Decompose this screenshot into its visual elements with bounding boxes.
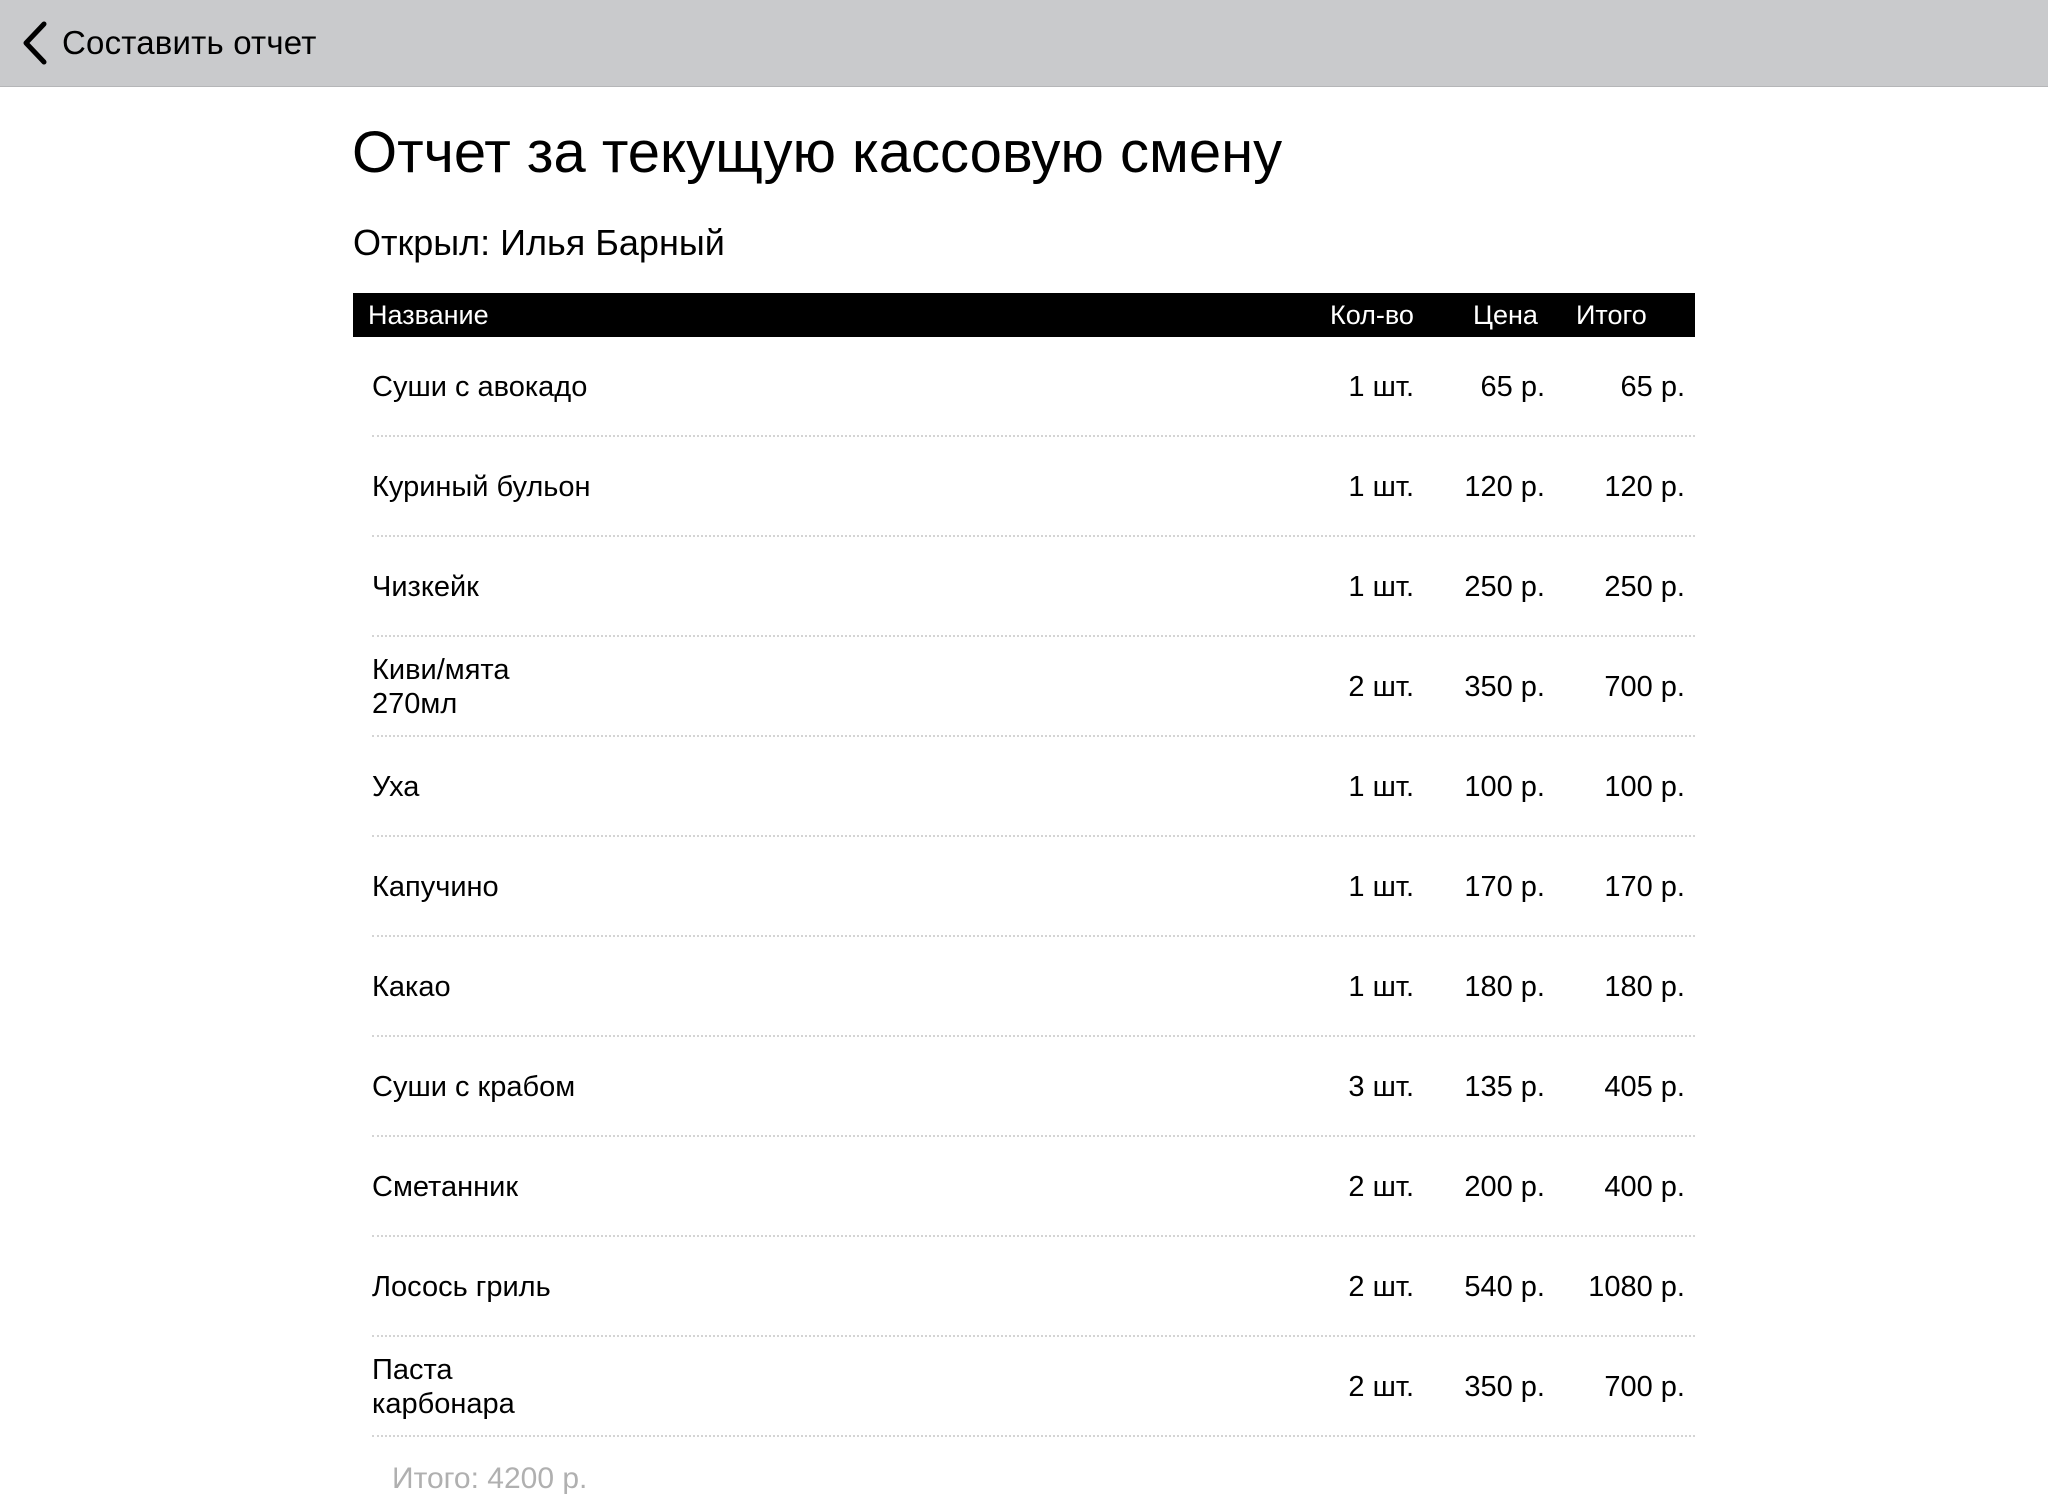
cell-qty: 2 шт.	[1348, 1271, 1414, 1303]
cell-price: 135 р.	[1464, 1071, 1545, 1103]
cell-total: 180 р.	[1604, 971, 1685, 1003]
column-qty: Кол-во	[1330, 300, 1414, 330]
opened-by: Открыл: Илья Барный	[353, 222, 725, 263]
cell-price: 170 р.	[1464, 871, 1545, 903]
cell-qty: 1 шт.	[1348, 471, 1414, 503]
cell-total: 120 р.	[1604, 471, 1685, 503]
cell-qty: 1 шт.	[1348, 371, 1414, 403]
table-row: Сметанник 2 шт. 200 р. 400 р.	[353, 1137, 1695, 1237]
cell-name: Сметанник	[372, 1171, 519, 1203]
cell-name: Суши с авокадо	[372, 371, 588, 403]
cell-qty: 1 шт.	[1348, 771, 1414, 803]
cell-total: 1080 р.	[1588, 1271, 1685, 1303]
back-label: Составить отчет	[62, 24, 317, 61]
cell-qty: 1 шт.	[1348, 571, 1414, 603]
grand-total: Итого: 4200 р.	[392, 1462, 588, 1495]
cell-total: 700 р.	[1604, 1371, 1685, 1403]
table-row: Суши с крабом 3 шт. 135 р. 405 р.	[353, 1037, 1695, 1137]
cell-name: Куриный бульон	[372, 471, 591, 503]
table-row: Киви/мята 270мл 2 шт. 350 р. 700 р.	[353, 637, 1695, 737]
table-header: Название Кол-во Цена Итого	[353, 293, 1695, 337]
cell-total: 405 р.	[1604, 1071, 1685, 1103]
cell-price: 65 р.	[1480, 371, 1546, 403]
report-table: Суши с авокадо 1 шт. 65 р. 65 р. Куриный бул…	[353, 337, 1695, 1437]
cell-name: Киви/мята 270мл	[372, 654, 510, 720]
cell-price: 350 р.	[1464, 1371, 1545, 1403]
table-row: Паста карбонара 2 шт. 350 р. 700 р.	[353, 1337, 1695, 1437]
cell-price: 120 р.	[1464, 471, 1545, 503]
table-row: Чизкейк 1 шт. 250 р. 250 р.	[353, 537, 1695, 637]
cell-price: 250 р.	[1464, 571, 1545, 603]
chevron-left-icon	[23, 21, 47, 65]
cell-name: Какао	[372, 971, 451, 1003]
cell-qty: 2 шт.	[1348, 1171, 1414, 1203]
cell-qty: 3 шт.	[1348, 1071, 1414, 1103]
navigation-bar: Составить отчет	[0, 0, 2048, 87]
cell-total: 250 р.	[1604, 571, 1685, 603]
cell-total: 700 р.	[1604, 671, 1685, 703]
cell-total: 100 р.	[1604, 771, 1685, 803]
cell-name: Паста карбонара	[372, 1354, 515, 1420]
page-title: Отчет за текущую кассовую смену	[352, 120, 1283, 185]
column-price: Цена	[1473, 300, 1538, 330]
cell-total: 400 р.	[1604, 1171, 1685, 1203]
back-button[interactable]: Составить отчет	[20, 18, 317, 68]
cell-name: Суши с крабом	[372, 1071, 576, 1103]
cell-price: 200 р.	[1464, 1171, 1545, 1203]
column-total: Итого	[1576, 300, 1647, 330]
cell-name: Капучино	[372, 871, 499, 903]
cell-name: Уха	[372, 771, 420, 803]
table-row: Какао 1 шт. 180 р. 180 р.	[353, 937, 1695, 1037]
table-row: Уха 1 шт. 100 р. 100 р.	[353, 737, 1695, 837]
cell-price: 540 р.	[1464, 1271, 1545, 1303]
cell-name: Чизкейк	[372, 571, 479, 603]
table-row: Лосось гриль 2 шт. 540 р. 1080 р.	[353, 1237, 1695, 1337]
cell-qty: 2 шт.	[1348, 1371, 1414, 1403]
cell-price: 180 р.	[1464, 971, 1545, 1003]
cell-name: Лосось гриль	[372, 1271, 551, 1303]
table-row: Суши с авокадо 1 шт. 65 р. 65 р.	[353, 337, 1695, 437]
cell-qty: 1 шт.	[1348, 871, 1414, 903]
cell-total: 65 р.	[1620, 371, 1686, 403]
table-row: Капучино 1 шт. 170 р. 170 р.	[353, 837, 1695, 937]
cell-price: 350 р.	[1464, 671, 1545, 703]
column-name: Название	[368, 300, 489, 330]
cell-qty: 2 шт.	[1348, 671, 1414, 703]
cell-total: 170 р.	[1604, 871, 1685, 903]
cell-price: 100 р.	[1464, 771, 1545, 803]
table-row: Куриный бульон 1 шт. 120 р. 120 р.	[353, 437, 1695, 537]
cell-qty: 1 шт.	[1348, 971, 1414, 1003]
